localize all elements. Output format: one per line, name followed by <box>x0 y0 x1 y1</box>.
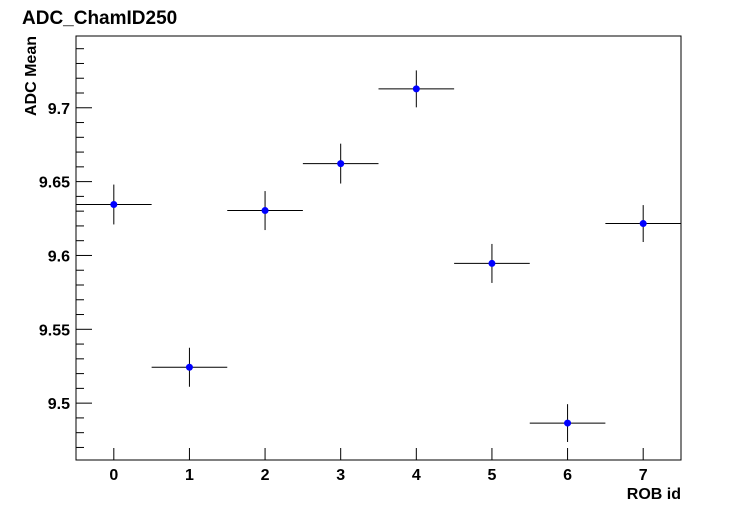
x-tick-label: 0 <box>109 467 118 484</box>
y-tick-label: 9.65 <box>39 175 70 192</box>
y-tick-label: 9.5 <box>48 396 70 413</box>
x-tick-label: 4 <box>412 467 421 484</box>
data-point <box>185 363 193 371</box>
data-point <box>412 85 420 93</box>
x-tick-label: 2 <box>261 467 270 484</box>
data-point <box>261 207 269 215</box>
data-point <box>488 259 496 267</box>
data-point <box>337 160 345 168</box>
y-tick-label: 9.7 <box>48 101 70 118</box>
y-tick-label: 9.6 <box>48 248 70 265</box>
data-point <box>639 220 647 228</box>
y-tick-label: 9.55 <box>39 322 70 339</box>
x-axis-label: ROB id <box>627 486 681 503</box>
data-point <box>110 201 118 209</box>
x-tick-label: 5 <box>487 467 496 484</box>
x-tick-label: 6 <box>563 467 572 484</box>
plot-frame <box>75 35 682 461</box>
chart-title: ADC_ChamID250 <box>22 8 177 29</box>
x-tick-label: 1 <box>185 467 194 484</box>
x-tick-label: 7 <box>639 467 648 484</box>
x-tick-label: 3 <box>336 467 345 484</box>
y-axis-label: ADC Mean <box>23 36 40 116</box>
data-point <box>564 419 572 427</box>
